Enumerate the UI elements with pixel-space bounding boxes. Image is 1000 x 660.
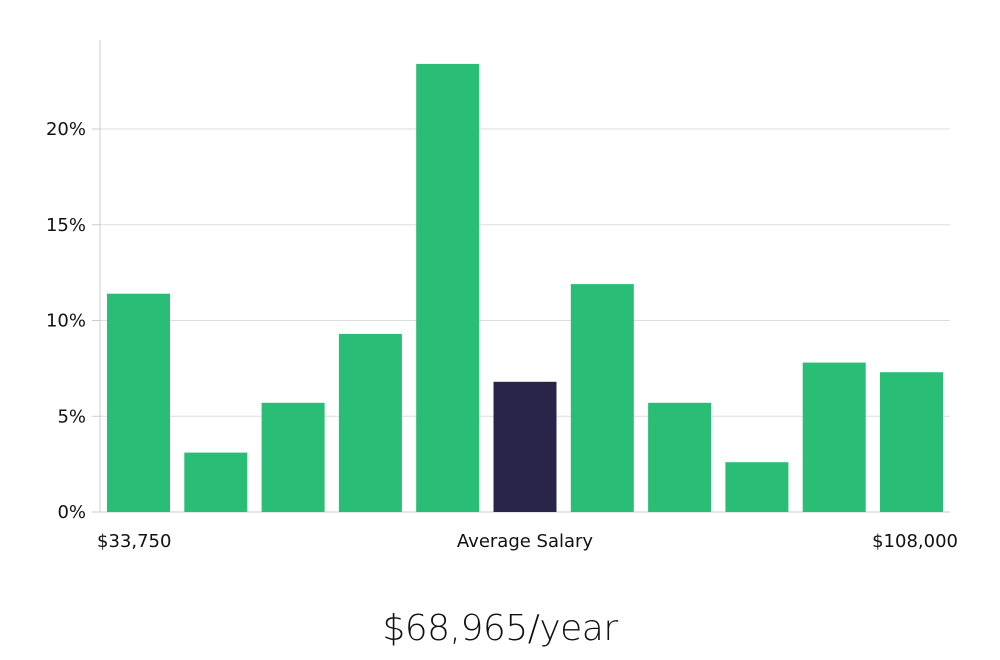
salary-histogram: 0% 5% 10% 15% 20% $33,750 Average Salary $10… — [46, 40, 958, 552]
bar — [338, 333, 402, 512]
x-label-max: $108,000 — [872, 531, 958, 552]
average-salary-value: $68,965/year — [382, 608, 618, 649]
bar-average-salary — [493, 381, 557, 512]
bar — [416, 63, 480, 513]
bar — [880, 372, 943, 512]
bar — [802, 362, 866, 512]
bar — [184, 452, 248, 512]
bars — [107, 63, 943, 513]
y-tick-label: 15% — [46, 215, 86, 236]
y-tick-labels: 0% 5% 10% 15% 20% — [46, 119, 86, 523]
y-tick-label: 0% — [57, 502, 86, 523]
y-tick-label: 5% — [57, 406, 86, 427]
bar — [570, 284, 634, 512]
bar — [107, 293, 170, 512]
bar — [648, 402, 712, 512]
x-label-min: $33,750 — [97, 531, 171, 552]
bar — [725, 462, 789, 512]
x-label-average: Average Salary — [457, 531, 594, 552]
y-tick-label: 20% — [46, 119, 86, 140]
y-tick-label: 10% — [46, 311, 86, 332]
bar — [261, 402, 325, 512]
